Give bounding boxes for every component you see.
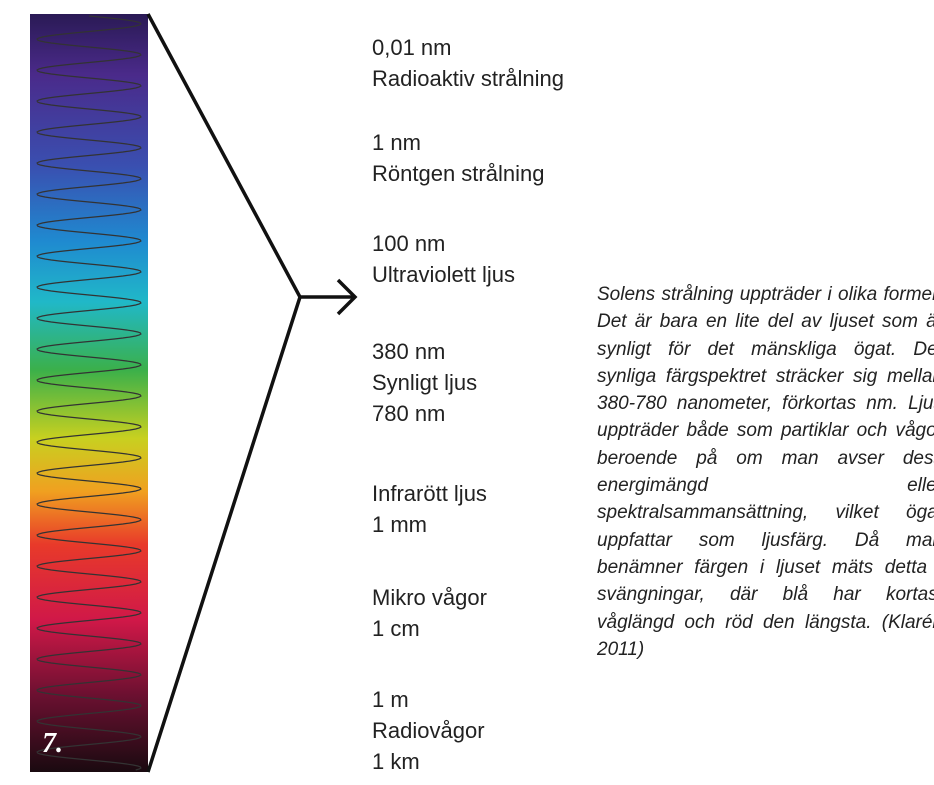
description: Solens strålning uppträder i olika forme…	[597, 281, 934, 663]
label-line: 0,01 nm	[372, 32, 564, 63]
label-line: 1 m	[372, 684, 485, 715]
label-line: Radioaktiv strålning	[372, 63, 564, 94]
label-line: 1 cm	[372, 613, 487, 644]
label-line: Synligt ljus	[372, 367, 477, 398]
label-line: 780 nm	[372, 398, 477, 429]
label-line: 380 nm	[372, 336, 477, 367]
label-line: Röntgen strålning	[372, 158, 544, 189]
label-line: Ultraviolett ljus	[372, 259, 515, 290]
label-line: Radiovågor	[372, 715, 485, 746]
page: 7. 0,01 nmRadioaktiv strålning 1 nmRöntge…	[0, 0, 934, 785]
label-line: Infrarött ljus	[372, 478, 487, 509]
label-line: 1 nm	[372, 127, 544, 158]
label-line: 1 km	[372, 746, 485, 777]
label-line: 100 nm	[372, 228, 515, 259]
label-line: 1 mm	[372, 509, 487, 540]
bracket	[148, 14, 300, 772]
label-line: Mikro vågor	[372, 582, 487, 613]
figure-number: 7.	[42, 728, 63, 760]
